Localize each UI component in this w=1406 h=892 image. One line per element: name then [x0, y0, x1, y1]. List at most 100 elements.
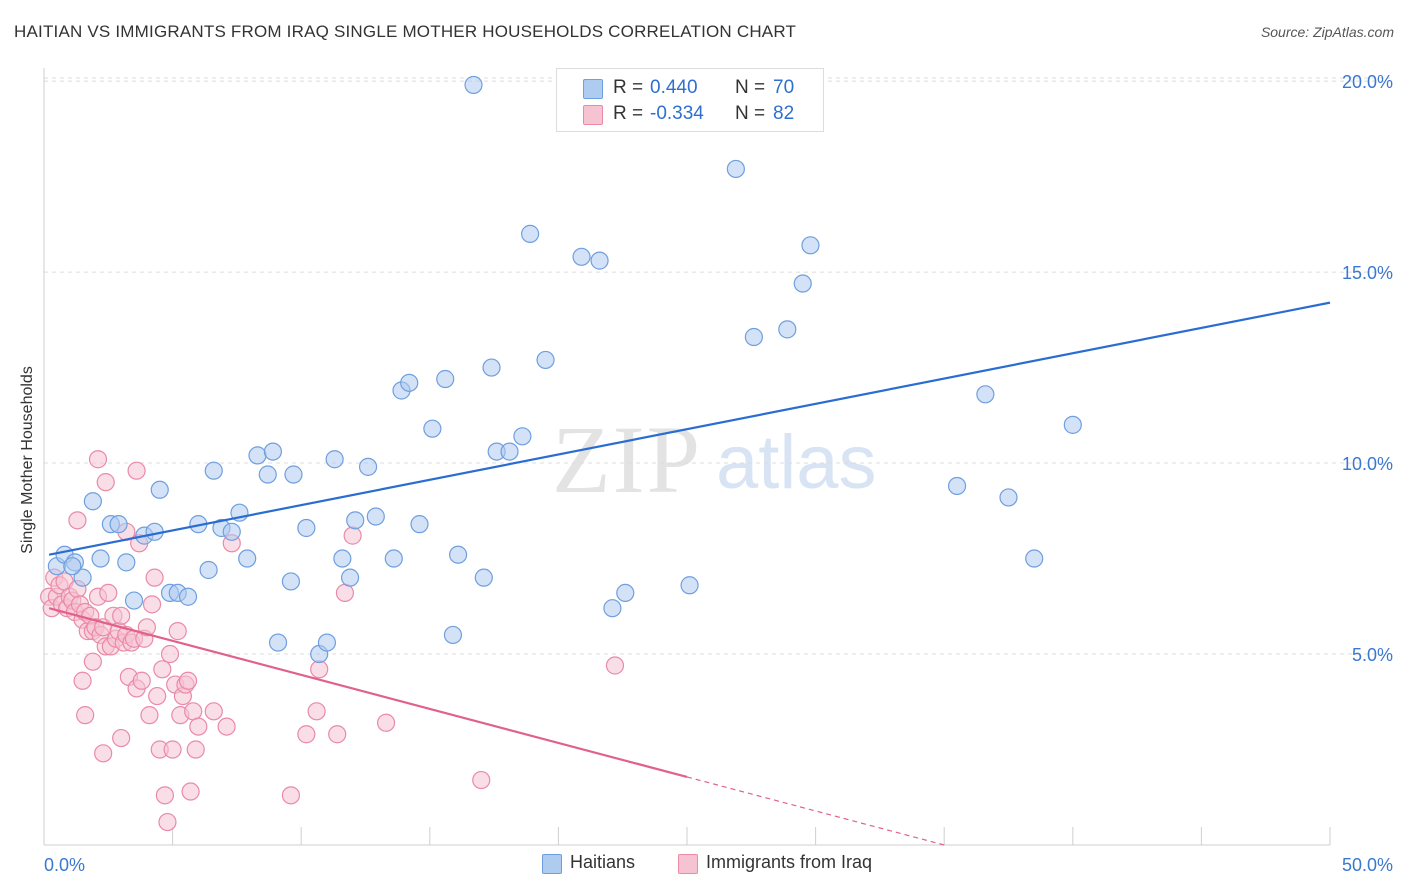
iraq-point: [153, 660, 172, 679]
iraq-point: [127, 461, 146, 480]
iraq-point: [148, 686, 167, 706]
haitian-point: [436, 369, 455, 389]
legend-n-value: 70: [773, 77, 795, 98]
iraq-point: [376, 713, 396, 732]
haitian-point: [284, 465, 303, 484]
legend-r-value: -0.334: [650, 103, 704, 124]
haitian-point: [258, 465, 277, 484]
haitian-point: [358, 457, 378, 476]
iraq-point: [307, 702, 326, 721]
haitian-point: [572, 247, 591, 266]
trend-lines: [48, 301, 1331, 846]
haitian-points: [47, 75, 1082, 664]
iraq-point: [88, 450, 108, 469]
haitian-point: [297, 518, 316, 538]
legend-r-label: R =: [613, 77, 644, 98]
iraq-point: [605, 656, 625, 675]
haitian-point: [744, 327, 763, 347]
haitian-point: [536, 350, 555, 370]
iraq-point: [132, 671, 151, 690]
haitian-point: [150, 480, 169, 499]
correlation-legend: R = 0.440 N = 70 R = -0.334 N = 82: [556, 68, 824, 132]
y-tick-label: 5.0%: [1352, 645, 1393, 665]
iraq-point: [142, 595, 162, 614]
series-legend: Haitians Immigrants from Iraq: [0, 852, 1406, 876]
haitian-point: [976, 385, 995, 404]
haitian-point: [482, 358, 501, 377]
haitian-point: [400, 373, 419, 392]
haitians-swatch: [583, 79, 603, 99]
iraq-point: [184, 702, 203, 721]
iraq-point: [343, 526, 362, 545]
haitian-point: [124, 591, 144, 610]
haitian-point: [443, 625, 463, 645]
y-tick-label: 20.0%: [1342, 72, 1393, 92]
haitian-point: [346, 511, 365, 530]
iraq-point: [310, 660, 329, 679]
iraq-point: [112, 728, 131, 748]
iraq-point: [328, 725, 347, 744]
haitian-point: [423, 419, 442, 438]
haitian-point: [333, 549, 352, 568]
axes: [43, 68, 1331, 846]
iraq-point: [112, 606, 131, 625]
legend-n-label: N =: [735, 77, 766, 98]
y-tick-label: 15.0%: [1342, 263, 1393, 283]
iraq-point: [68, 511, 87, 530]
haitian-point: [680, 576, 699, 595]
haitian-point: [1025, 549, 1044, 568]
haitian-point: [325, 450, 344, 469]
legend-n-label: N =: [735, 103, 766, 124]
iraq-point: [204, 702, 223, 721]
iraq-point: [145, 568, 164, 587]
iraq-point: [158, 812, 177, 832]
legend-n-value: 82: [773, 103, 795, 124]
haitian-point: [726, 159, 745, 179]
iraq-point: [297, 725, 316, 744]
haitian-point: [73, 568, 92, 587]
haitian-point: [603, 599, 622, 618]
haitian-point: [521, 224, 540, 243]
x-tick-label: 0.0%: [44, 855, 85, 875]
haitians-legend-swatch: [542, 854, 562, 874]
iraq-point: [178, 671, 198, 690]
iraq-point: [181, 782, 200, 801]
iraq-point: [96, 473, 115, 492]
iraq-point: [99, 583, 118, 603]
iraq-point: [160, 644, 180, 664]
haitian-point: [500, 442, 519, 461]
iraq-point: [189, 717, 208, 736]
haitian-point: [464, 75, 483, 95]
haitian-point: [204, 461, 223, 480]
iraq-point: [168, 622, 187, 641]
haitian-point: [616, 583, 635, 603]
y-tick-label: 10.0%: [1342, 454, 1393, 474]
haitian-point: [947, 476, 967, 496]
haitian-point: [263, 442, 283, 461]
tick-labels: 5.0% 10.0% 15.0% 20.0% 0.0% 50.0%: [44, 72, 1393, 875]
haitian-point: [590, 251, 609, 270]
haitian-point: [410, 515, 429, 534]
haitian-point: [778, 320, 797, 339]
source-label: Source: ZipAtlas.com: [1260, 24, 1394, 40]
iraq-point: [94, 744, 113, 763]
iraq-point: [472, 770, 491, 790]
iraq-trend-line: [48, 607, 688, 779]
iraq-point: [163, 740, 182, 759]
haitian-point: [83, 492, 102, 511]
watermark-atlas: atlas: [716, 420, 877, 505]
haitian-point: [222, 522, 241, 541]
haitian-point: [178, 587, 198, 606]
haitian-point: [109, 515, 128, 534]
iraq-point: [335, 583, 355, 603]
iraq-point: [76, 706, 95, 725]
iraq-point: [217, 717, 236, 736]
iraq-point: [83, 652, 102, 671]
haitian-point: [801, 236, 820, 255]
iraq-point: [186, 740, 205, 759]
iraq-point: [137, 618, 156, 637]
chart-title: HAITIAN VS IMMIGRANTS FROM IRAQ SINGLE M…: [14, 22, 797, 41]
haitian-point: [448, 545, 468, 564]
haitian-point: [238, 549, 257, 568]
